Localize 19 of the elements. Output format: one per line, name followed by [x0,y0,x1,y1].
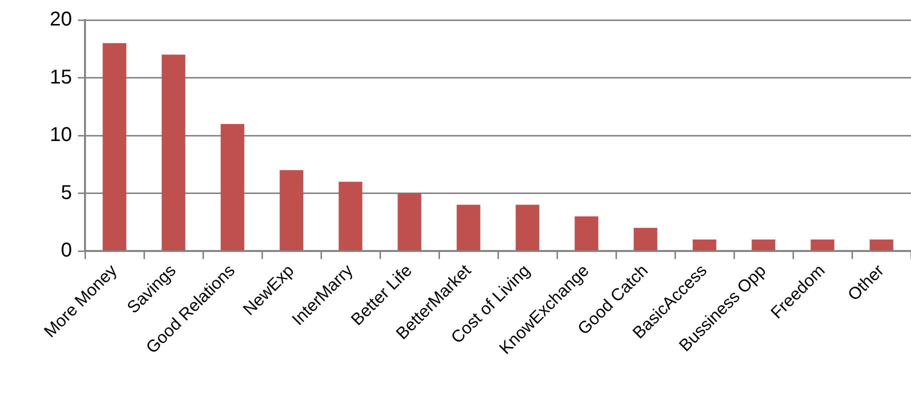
y-tick-label: 15 [50,66,72,88]
bar [398,193,422,250]
bar [338,182,362,250]
y-tick-label: 5 [60,182,72,204]
y-tick-label: 0 [60,240,72,262]
y-tick-label: 10 [50,124,72,146]
bar [634,228,658,250]
bar [162,54,186,250]
bar [220,124,244,250]
bar [516,204,540,250]
bar [810,239,834,250]
bar [752,239,776,250]
bar [102,43,126,250]
y-tick-label: 20 [50,8,72,31]
bar [280,170,304,250]
bar [870,239,894,250]
bar [574,216,598,250]
bar [692,239,716,250]
bar [456,204,480,250]
